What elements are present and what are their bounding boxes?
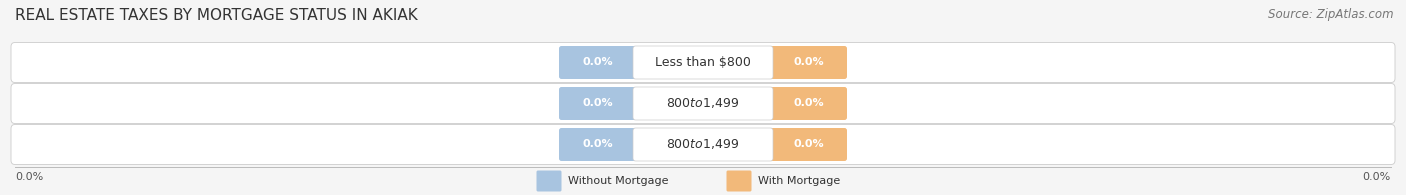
Text: 0.0%: 0.0% (582, 139, 613, 150)
FancyBboxPatch shape (11, 83, 1395, 123)
FancyBboxPatch shape (560, 128, 636, 161)
Text: 0.0%: 0.0% (793, 98, 824, 108)
Text: Source: ZipAtlas.com: Source: ZipAtlas.com (1268, 8, 1393, 21)
FancyBboxPatch shape (770, 128, 846, 161)
Text: 0.0%: 0.0% (793, 58, 824, 67)
FancyBboxPatch shape (633, 87, 773, 120)
FancyBboxPatch shape (770, 87, 846, 120)
Text: 0.0%: 0.0% (1362, 172, 1391, 182)
Text: 0.0%: 0.0% (582, 98, 613, 108)
FancyBboxPatch shape (727, 170, 751, 191)
Text: 0.0%: 0.0% (15, 172, 44, 182)
FancyBboxPatch shape (11, 43, 1395, 82)
Text: Without Mortgage: Without Mortgage (568, 176, 668, 186)
FancyBboxPatch shape (560, 87, 636, 120)
Text: 0.0%: 0.0% (582, 58, 613, 67)
FancyBboxPatch shape (633, 128, 773, 161)
FancyBboxPatch shape (11, 124, 1395, 165)
FancyBboxPatch shape (633, 46, 773, 79)
Text: Less than $800: Less than $800 (655, 56, 751, 69)
Text: With Mortgage: With Mortgage (758, 176, 841, 186)
Text: REAL ESTATE TAXES BY MORTGAGE STATUS IN AKIAK: REAL ESTATE TAXES BY MORTGAGE STATUS IN … (15, 8, 418, 23)
FancyBboxPatch shape (770, 46, 846, 79)
FancyBboxPatch shape (537, 170, 561, 191)
FancyBboxPatch shape (560, 46, 636, 79)
Text: $800 to $1,499: $800 to $1,499 (666, 137, 740, 152)
Text: $800 to $1,499: $800 to $1,499 (666, 97, 740, 111)
Text: 0.0%: 0.0% (793, 139, 824, 150)
